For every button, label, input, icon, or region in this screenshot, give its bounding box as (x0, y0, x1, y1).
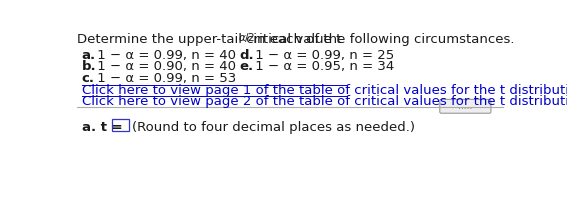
Text: (Round to four decimal places as needed.): (Round to four decimal places as needed.… (132, 121, 415, 134)
FancyBboxPatch shape (112, 119, 129, 131)
Text: 1 − α = 0.99, n = 53: 1 − α = 0.99, n = 53 (92, 72, 236, 85)
Text: a. t =: a. t = (82, 121, 122, 134)
Text: in each of the following circumstances.: in each of the following circumstances. (249, 33, 515, 46)
Text: Click here to view page 2 of the table of critical values for the t distribution: Click here to view page 2 of the table o… (82, 95, 567, 108)
Text: c.: c. (82, 72, 95, 85)
Text: 1 − α = 0.90, n = 40: 1 − α = 0.90, n = 40 (92, 60, 235, 73)
Text: $\alpha/2$: $\alpha/2$ (238, 31, 256, 44)
Text: b.: b. (82, 60, 96, 73)
Text: a.: a. (82, 49, 96, 61)
Text: d.: d. (240, 49, 255, 61)
Text: 1 − α = 0.99, n = 25: 1 − α = 0.99, n = 25 (251, 49, 394, 61)
FancyBboxPatch shape (440, 99, 491, 113)
Text: e.: e. (240, 60, 254, 73)
Text: 1 − α = 0.95, n = 34: 1 − α = 0.95, n = 34 (251, 60, 394, 73)
Text: Click here to view page 1 of the table of critical values for the t distribution: Click here to view page 1 of the table o… (82, 84, 567, 97)
Text: 1 − α = 0.99, n = 40: 1 − α = 0.99, n = 40 (92, 49, 235, 61)
Text: Determine the upper-tail critical value t: Determine the upper-tail critical value … (77, 33, 341, 46)
Text: .....: ..... (458, 102, 472, 111)
